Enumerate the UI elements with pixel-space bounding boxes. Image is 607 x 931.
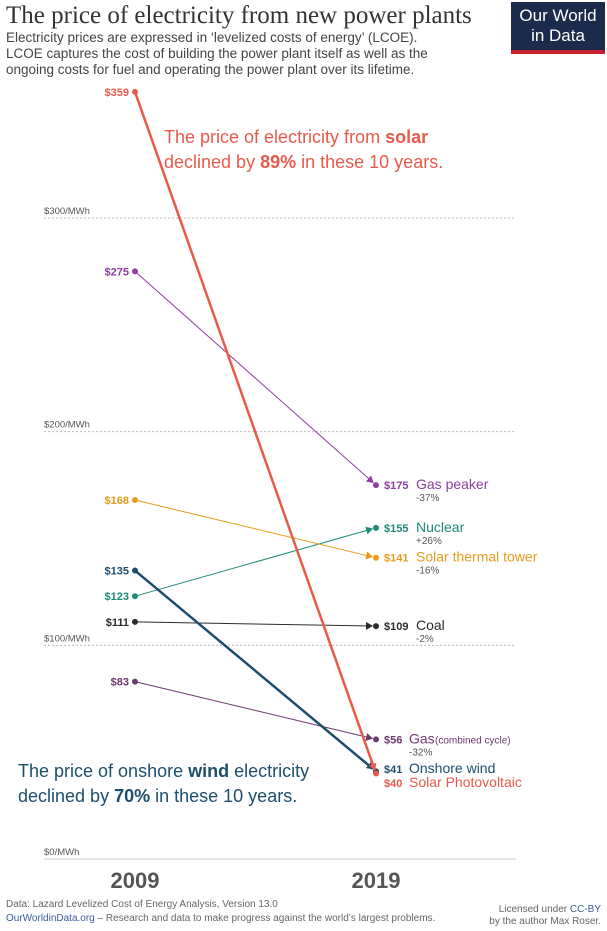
site-link[interactable]: OurWorldinData.org: [6, 913, 95, 924]
annotation-bold: solar: [385, 127, 428, 147]
annotation-part: declined by: [164, 152, 260, 172]
value-label-2019: $40: [384, 778, 402, 790]
point-2009: [132, 593, 138, 600]
point-2019: [373, 482, 379, 489]
tagline: – Research and data to make progress aga…: [94, 913, 436, 924]
point-2009: [132, 268, 138, 275]
point-2019: [373, 736, 379, 743]
change-label: -37%: [416, 493, 439, 504]
series-line: [134, 621, 374, 630]
series-line: [134, 499, 374, 560]
subtitle-line: ongoing costs for fuel and operating the…: [6, 62, 415, 77]
source-note: Data: Lazard Levelized Cost of Energy An…: [6, 899, 278, 910]
change-label: +26%: [416, 536, 442, 547]
annotation-part: electricity: [229, 761, 309, 781]
series-name-label: Solar thermal tower: [416, 549, 538, 565]
series-name-label: Nuclear: [416, 519, 465, 535]
point-2019: [373, 770, 379, 777]
point-2009: [132, 618, 138, 625]
value-label-2019: $155: [384, 523, 408, 535]
footer-source: Data: Lazard Levelized Cost of Energy An…: [6, 898, 435, 926]
annotation-part: declined by: [18, 786, 114, 806]
annotation-text: declined by 89% in these 10 years.: [164, 152, 443, 172]
annotation-part: The price of electricity from: [164, 127, 385, 147]
value-label-2009: $275: [105, 266, 129, 278]
value-label-2009: $111: [106, 617, 129, 629]
value-label-2019: $175: [384, 480, 408, 492]
series-line: [133, 91, 377, 771]
page-title: The price of electricity from new power …: [6, 2, 472, 29]
gridline-label: $0/MWh: [44, 847, 79, 858]
change-label: -16%: [416, 566, 439, 577]
point-2009: [132, 678, 138, 685]
site-line: OurWorldinData.org – Research and data t…: [6, 912, 435, 926]
point-2009: [132, 497, 138, 504]
annotation-bold: 70%: [114, 786, 150, 806]
value-label-2019: $141: [384, 553, 408, 565]
value-label-2019: $56: [384, 734, 402, 746]
license-line: Licensed under CC-BY: [489, 904, 601, 916]
value-label-2009: $135: [105, 566, 129, 578]
annotation-bold: wind: [187, 761, 229, 781]
x-tick-label: 2019: [352, 868, 401, 893]
logo-line: Our World: [519, 6, 597, 25]
point-2009: [132, 567, 138, 574]
annotation-part: in these 10 years.: [150, 786, 297, 806]
annotation-text: The price of electricity from solar: [164, 127, 428, 147]
point-2019: [373, 554, 379, 561]
subtitle-line: LCOE captures the cost of building the p…: [6, 46, 428, 61]
gridline-label: $200/MWh: [44, 420, 90, 431]
series-line: [134, 526, 374, 597]
annotation-text: The price of onshore wind electricity: [18, 761, 309, 781]
value-label-2019: $41: [384, 764, 402, 776]
gridline-label: $300/MWh: [44, 206, 90, 217]
annotation-bold: 89%: [260, 152, 296, 172]
series-name-label: Gas: [409, 730, 435, 746]
footer-license: Licensed under CC-BY by the author Max R…: [489, 904, 601, 928]
point-2009: [132, 88, 138, 95]
logo-line: in Data: [531, 26, 585, 45]
series-name-label: Gas peaker: [416, 476, 489, 492]
license-link[interactable]: CC-BY: [569, 904, 601, 915]
series-line: [134, 569, 374, 770]
series-name-label: Solar Photovoltaic: [409, 774, 522, 790]
author-note: by the author Max Roser.: [489, 916, 601, 927]
value-label-2009: $83: [111, 677, 129, 689]
annotation-part: in these 10 years.: [296, 152, 443, 172]
change-label: -32%: [409, 747, 432, 758]
license-pre: Licensed under: [498, 904, 570, 915]
value-label-2009: $168: [105, 495, 129, 507]
gridline-label: $100/MWh: [44, 633, 90, 644]
annotation-text: declined by 70% in these 10 years.: [18, 786, 297, 806]
value-label-2019: $109: [384, 621, 408, 633]
series-name-label: Coal: [416, 617, 445, 633]
x-tick-label: 2009: [111, 868, 160, 893]
series-suffix-label: (combined cycle): [435, 735, 511, 746]
subtitle: Electricity prices are expressed in ‘lev…: [6, 30, 506, 78]
point-2019: [373, 524, 379, 531]
subtitle-line: Electricity prices are expressed in ‘lev…: [6, 30, 418, 45]
owid-logo[interactable]: Our World in Data: [511, 2, 605, 54]
change-label: -2%: [416, 634, 434, 645]
series-line: [134, 271, 374, 484]
series-line: [134, 681, 374, 741]
point-2019: [373, 623, 379, 630]
series-name-label: Onshore wind: [409, 760, 495, 776]
value-label-2009: $359: [105, 87, 129, 99]
value-label-2009: $123: [105, 591, 129, 603]
annotation-part: The price of onshore: [18, 761, 188, 781]
